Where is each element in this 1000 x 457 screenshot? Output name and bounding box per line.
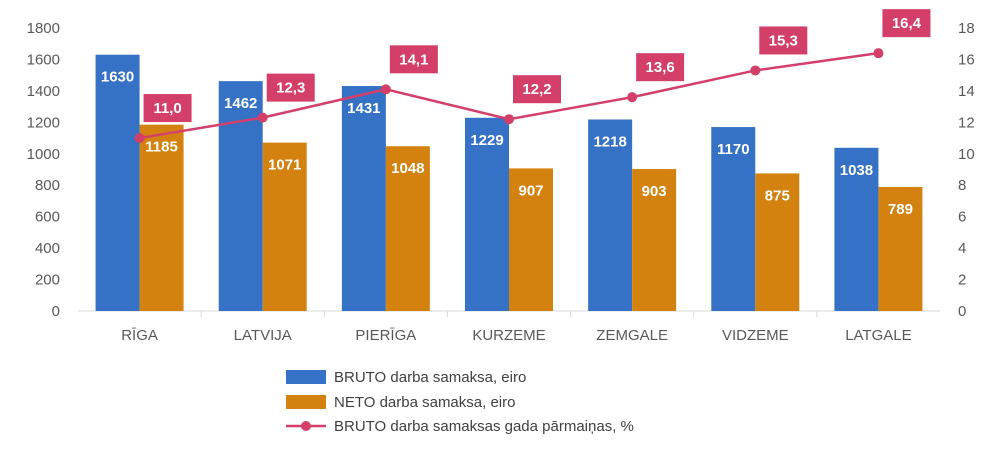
y-right-tick-label: 18	[958, 20, 975, 37]
change-line-point	[627, 92, 638, 103]
x-tick-label: KURZEME	[472, 327, 545, 344]
y-right-tick-label: 12	[958, 114, 975, 131]
y-left-tick-label: 600	[35, 209, 60, 226]
change-line-label-box	[389, 45, 438, 74]
y-left-tick-label: 400	[35, 240, 60, 257]
bruto-bar-label: 1229	[470, 132, 503, 149]
change-line-label: 12,3	[276, 80, 305, 97]
change-line-label: 14,1	[399, 51, 428, 68]
y-left-tick-label: 1400	[27, 83, 60, 100]
neto-bar-label: 1048	[391, 160, 424, 177]
neto-bar	[878, 186, 923, 311]
neto-bar-label: 875	[765, 187, 790, 204]
neto-bar	[509, 168, 553, 311]
bruto-bar-label: 1630	[101, 69, 134, 86]
y-left-tick-label: 1000	[27, 146, 60, 163]
y-left-tick-label: 1600	[27, 51, 60, 68]
y-right-tick-label: 6	[958, 209, 966, 226]
neto-bar-label: 903	[642, 183, 667, 200]
legend-swatch-marker	[301, 421, 311, 431]
y-right-tick-label: 8	[958, 177, 966, 194]
bars: 1630 1185 1462 1071 1431 1048 1229 907 1218 903 11…	[95, 54, 923, 312]
change-line-label-box	[513, 75, 561, 104]
bruto-bar-label: 1218	[593, 134, 626, 151]
change-line-point	[873, 48, 884, 59]
change-line-point	[504, 114, 514, 125]
bruto-bar	[218, 81, 263, 311]
bruto-bar-label: 1462	[224, 95, 257, 112]
neto-bar	[385, 146, 430, 311]
change-line-label-box	[266, 73, 315, 102]
x-tick-label: LATGALE	[845, 327, 911, 344]
change-line-point	[750, 65, 761, 76]
change-line-label: 16,4	[892, 15, 922, 32]
bruto-bar	[95, 54, 140, 311]
change-line-label: 12,2	[522, 81, 551, 98]
neto-bar	[632, 169, 677, 311]
neto-bar	[139, 124, 184, 311]
y-right-tick-label: 2	[958, 272, 966, 289]
change-line-label-box	[636, 53, 685, 82]
legend-entry-label: BRUTO darba samaksas gada pārmaiņas, %	[334, 418, 634, 435]
axes: 0 200 400 600 800 1000 1200 1400 1600 1800 0 2 4 6 8 10…	[27, 20, 975, 344]
bruto-bar-label: 1170	[717, 141, 750, 158]
change-line-label: 15,3	[769, 32, 798, 49]
change-line-label-box	[882, 9, 931, 38]
change-line-label-box	[143, 94, 192, 123]
bruto-bar	[711, 127, 756, 311]
x-tick-label: ZEMGALE	[596, 327, 668, 344]
change-line-point	[380, 84, 391, 95]
neto-bar-label: 789	[888, 201, 913, 218]
legend-entry-label: BRUTO darba samaksa, eiro	[334, 369, 526, 386]
y-right-tick-label: 14	[958, 83, 975, 100]
x-tick-label: LATVIJA	[234, 327, 292, 344]
y-right-tick-label: 10	[958, 146, 975, 163]
x-tick-label: VIDZEME	[722, 327, 789, 344]
neto-bar-label: 907	[518, 182, 543, 199]
bruto-bar	[465, 117, 509, 311]
legend-entry-label: NETO darba samaksa, eiro	[334, 394, 515, 411]
change-line-point	[134, 133, 145, 144]
bruto-bar	[341, 86, 386, 311]
neto-bar	[755, 173, 800, 311]
change-line-label-box	[759, 26, 808, 55]
bruto-bar-label: 1038	[840, 162, 873, 179]
y-left-tick-label: 200	[35, 272, 60, 289]
bruto-bar	[834, 147, 879, 311]
change-line-label: 11,0	[153, 100, 181, 117]
legend-swatch-bruto	[286, 370, 326, 384]
neto-bar	[262, 142, 307, 311]
neto-bar-label: 1071	[268, 157, 301, 174]
y-right-tick-label: 4	[958, 240, 966, 257]
change-line: 11,0 12,3 14,1 12,2 13,6 15,3 16,4	[134, 9, 931, 144]
neto-bar-label: 1185	[145, 139, 178, 156]
y-right-tick-label: 0	[958, 303, 966, 320]
y-left-tick-label: 1800	[27, 20, 60, 37]
y-right-tick-label: 16	[958, 51, 975, 68]
bruto-bar-label: 1431	[347, 100, 380, 117]
y-left-tick-label: 800	[35, 177, 60, 194]
legend-swatch-neto	[286, 395, 326, 409]
bruto-bar	[588, 119, 633, 312]
y-left-tick-label: 0	[52, 303, 60, 320]
change-line-label: 13,6	[646, 59, 675, 76]
change-line-point	[257, 112, 268, 123]
y-left-tick-label: 1200	[27, 114, 60, 131]
x-tick-label: PIERĪGA	[355, 327, 416, 344]
x-tick-label: RĪGA	[121, 327, 158, 344]
legend: BRUTO darba samaksa, eiro NETO darba sama…	[286, 369, 634, 435]
